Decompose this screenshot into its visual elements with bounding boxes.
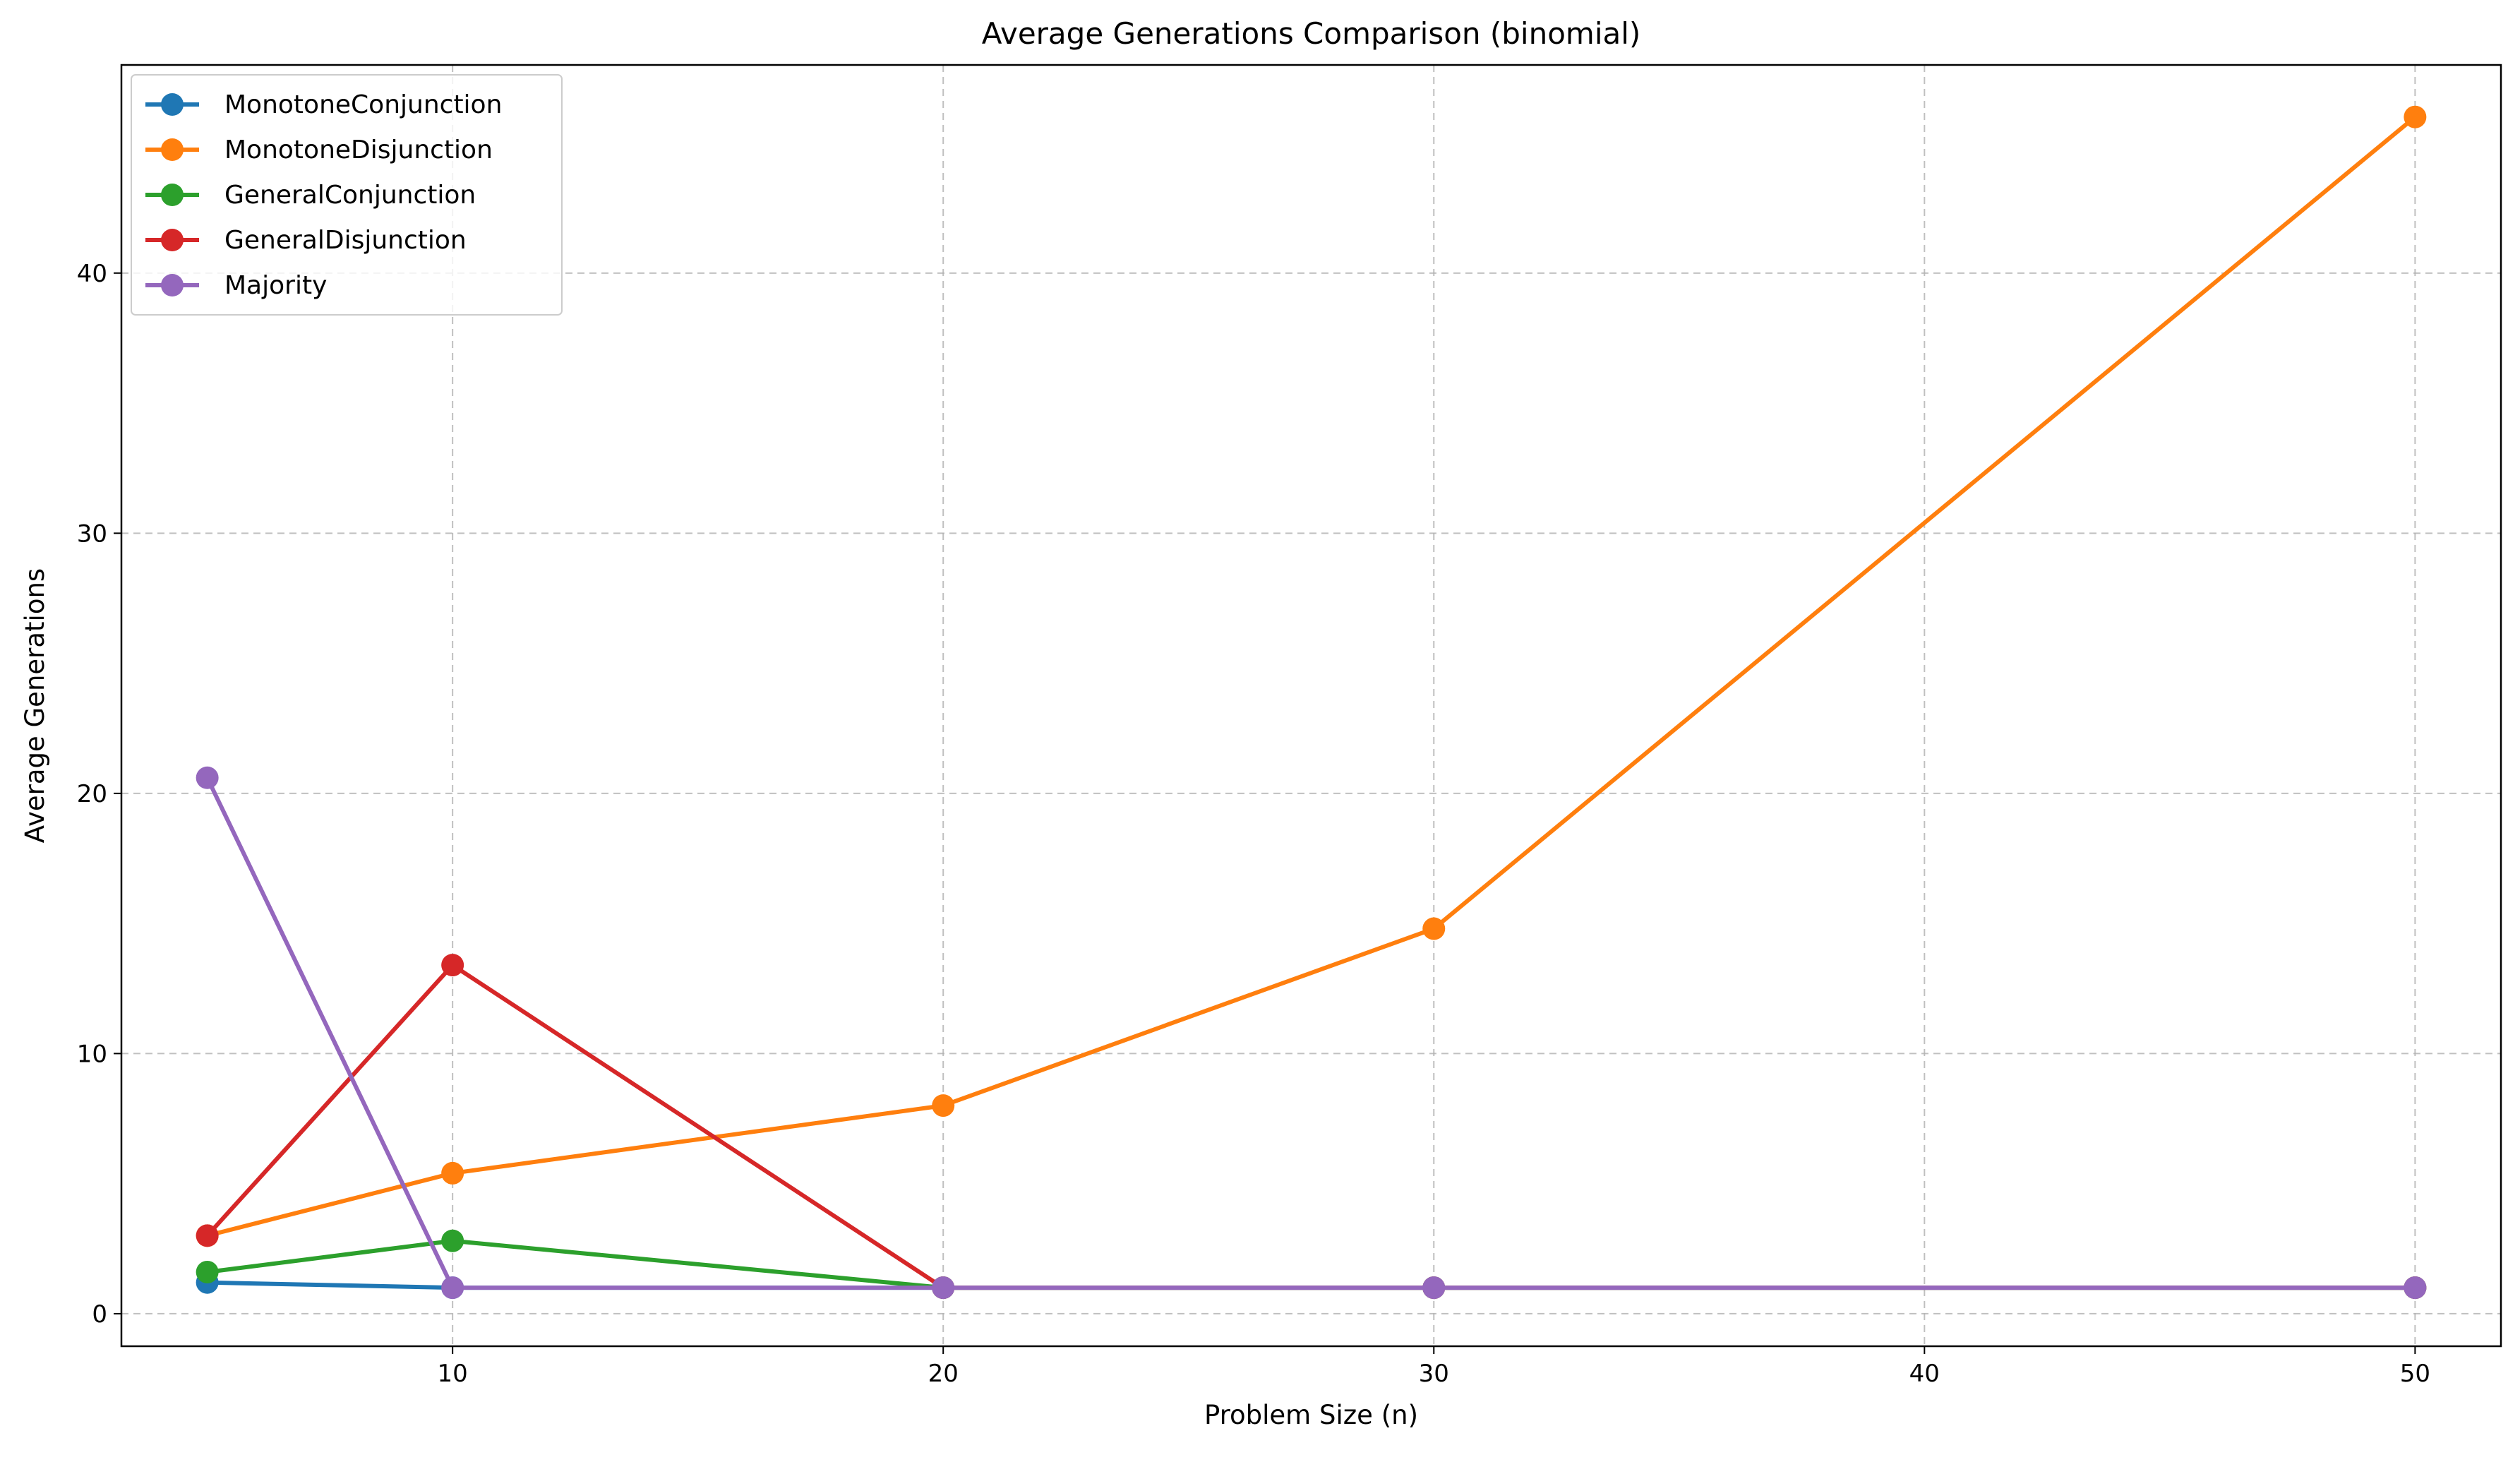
- y-tick-label: 40: [77, 260, 107, 288]
- data-point: [196, 1260, 219, 1283]
- x-tick-label: 10: [438, 1360, 468, 1388]
- data-point: [2404, 1276, 2427, 1300]
- data-point: [1422, 917, 1446, 940]
- series-majority: [196, 766, 2427, 1300]
- legend: MonotoneConjunction MonotoneDisjunction Ge…: [131, 74, 563, 316]
- x-tick-label: 20: [928, 1360, 959, 1388]
- data-point: [441, 1276, 464, 1300]
- x-axis-label: Problem Size (n): [1204, 1400, 1418, 1430]
- data-point: [441, 954, 464, 977]
- data-point: [2404, 105, 2427, 128]
- y-tick-label: 0: [92, 1300, 107, 1329]
- legend-marker: [161, 229, 184, 251]
- plot-area-frame: [120, 64, 2502, 1348]
- legend-item: MonotoneDisjunction: [145, 136, 493, 164]
- data-point: [441, 1229, 464, 1252]
- legend-label: MonotoneConjunction: [224, 90, 502, 119]
- legend-label: Majority: [224, 271, 327, 300]
- y-tick-label: 20: [77, 780, 107, 808]
- y-axis-label: Average Generations: [20, 568, 50, 843]
- legend-item: Majority: [145, 271, 327, 300]
- legend-item: MonotoneConjunction: [145, 90, 502, 119]
- chart-title: Average Generations Comparison (binomial…: [982, 16, 1641, 51]
- data-point: [196, 1224, 219, 1247]
- x-tick-label: 50: [2400, 1360, 2430, 1388]
- data-point: [1422, 1276, 1446, 1300]
- legend-marker: [161, 138, 184, 161]
- legend-label: MonotoneDisjunction: [224, 136, 493, 164]
- legend-marker: [161, 184, 184, 206]
- y-tick-label: 30: [77, 520, 107, 548]
- x-tick-label: 40: [1909, 1360, 1940, 1388]
- y-tick-label: 10: [77, 1040, 107, 1068]
- legend-marker: [161, 93, 184, 116]
- legend-label: GeneralDisjunction: [224, 226, 467, 255]
- data-point: [441, 1161, 464, 1185]
- legend-item: GeneralConjunction: [145, 181, 476, 210]
- data-point: [932, 1276, 955, 1300]
- legend-box: [131, 74, 563, 316]
- legend-item: GeneralDisjunction: [145, 226, 467, 255]
- axis-ticks: 10 20 30 40 50 0 10 20 30 40: [77, 260, 2430, 1388]
- legend-label: GeneralConjunction: [224, 181, 476, 210]
- series: [196, 105, 2427, 1300]
- data-point: [932, 1094, 955, 1118]
- x-tick-label: 30: [1419, 1360, 1449, 1388]
- data-point: [196, 766, 219, 789]
- legend-marker: [161, 274, 184, 296]
